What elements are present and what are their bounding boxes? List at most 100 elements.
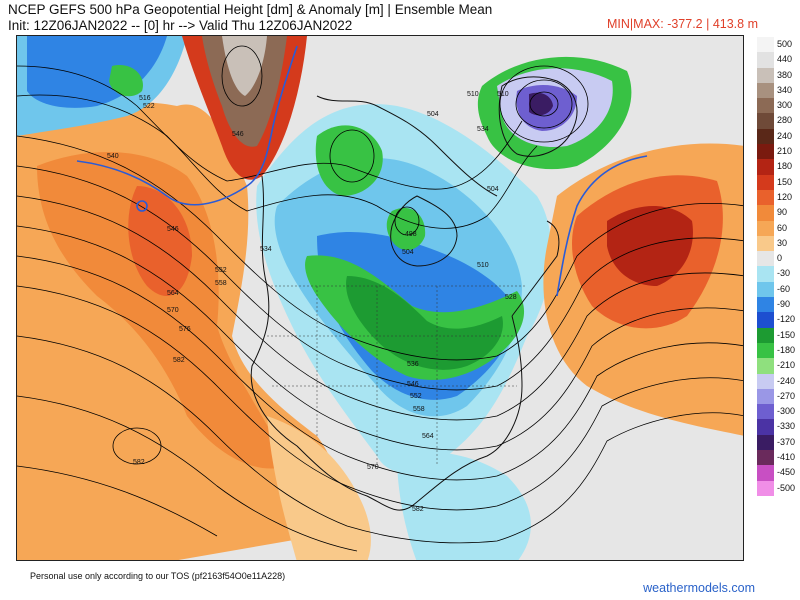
contour-label: 558 [413, 406, 425, 413]
legend-swatch: -300 [757, 404, 795, 420]
anomaly-map: 516 522 540 546 534 546 552 558 564 570 … [16, 35, 744, 561]
contour-label: 504 [427, 111, 439, 118]
legend-label: -300 [777, 406, 796, 417]
legend-label: -90 [777, 299, 791, 310]
contour-label: 510 [477, 262, 489, 269]
contour-label: 536 [407, 361, 419, 368]
contour-label: 510 [497, 91, 509, 98]
legend-label: 240 [777, 130, 793, 141]
contour-label: 552 [215, 267, 227, 274]
legend-label: -270 [777, 390, 796, 401]
great-lakes-deep-green [346, 276, 503, 370]
hudson-bay-green-low [386, 207, 426, 251]
contour-label: 528 [505, 294, 517, 301]
key-contours [76, 45, 648, 297]
legend-swatch: 30 [757, 235, 787, 252]
legend-label: 440 [777, 54, 793, 65]
contour-label: 504 [487, 186, 499, 193]
height-contours [17, 45, 743, 552]
legend-label: 500 [777, 39, 793, 49]
legend-swatch: 340 [757, 82, 792, 99]
legend-swatch: -410 [757, 450, 795, 466]
contour-label: 564 [422, 433, 434, 440]
legend-label: 380 [777, 69, 793, 80]
legend-swatch: -150 [757, 327, 795, 343]
legend-swatch: -30 [757, 266, 790, 282]
nw-negative-core [27, 36, 167, 108]
borders [267, 285, 527, 466]
contour-label: 570 [167, 307, 179, 314]
title-line-1: NCEP GEFS 500 hPa Geopotential Height [d… [8, 2, 493, 17]
legend-swatch: -500 [757, 480, 795, 496]
legend-swatch: -210 [757, 358, 795, 374]
contour-label: 540 [107, 153, 119, 160]
contour-label: 534 [477, 126, 489, 133]
contour-label: 564 [167, 290, 179, 297]
contour-label: 546 [407, 381, 419, 388]
contour-label: 546 [167, 226, 179, 233]
legend-swatch: -270 [757, 388, 795, 405]
contour-label: 504 [402, 249, 414, 256]
legend-label: 150 [777, 176, 793, 187]
brand-link[interactable]: weathermodels.com [643, 581, 755, 595]
legend-label: 340 [777, 84, 793, 95]
legend-swatch: -60 [757, 281, 790, 298]
legend-swatch: 440 [757, 52, 792, 68]
legend-swatch: 300 [757, 98, 792, 114]
legend-swatch: -90 [757, 297, 790, 313]
legend-label: -370 [777, 436, 796, 447]
contour-label: 516 [139, 95, 151, 102]
contour-label: 534 [260, 246, 272, 253]
legend-label: 0 [777, 253, 783, 264]
legend-swatch: 90 [757, 205, 787, 221]
alaska-ridge-peak [222, 36, 267, 96]
contour-label: 576 [179, 326, 191, 333]
legend-swatch: 150 [757, 174, 792, 190]
legend-label: -120 [777, 314, 796, 325]
legend-swatch: 60 [757, 220, 787, 236]
contour-label: 582 [173, 357, 185, 364]
contour-label: 510 [467, 91, 479, 98]
legend-swatch: -240 [757, 373, 795, 389]
legend-swatch: -370 [757, 434, 795, 451]
tos-notice: Personal use only according to our TOS (… [30, 571, 286, 581]
legend-swatch: -330 [757, 419, 795, 435]
color-legend: 500 440 380 340 300 280 240 210 180 150 120 90 60 30 0… [757, 37, 795, 496]
legend-label: -60 [777, 283, 791, 294]
minmax-readout: MIN|MAX: -377.2 | 413.8 m [607, 17, 758, 31]
contour-label: 546 [232, 131, 244, 138]
contour-label: 582 [412, 506, 424, 513]
legend-label: -410 [777, 452, 796, 463]
contour-label: 498 [405, 231, 417, 238]
chart-title: NCEP GEFS 500 hPa Geopotential Height [d… [8, 2, 492, 34]
legend-swatch: 380 [757, 67, 792, 83]
legend-label: -30 [777, 268, 791, 279]
legend-label: 120 [777, 191, 793, 202]
contour-label: 582 [133, 459, 145, 466]
legend-swatch: 280 [757, 113, 792, 129]
legend-swatch: 0 [757, 251, 782, 267]
contour-label: 558 [215, 280, 227, 287]
nw-green-low [109, 65, 143, 97]
contour-label: 522 [143, 103, 155, 110]
title-line-2: Init: 12Z06JAN2022 -- [0] hr --> Valid T… [8, 18, 353, 33]
legend-swatch: -180 [757, 342, 795, 359]
legend-swatch: 180 [757, 159, 792, 175]
legend-swatch: 210 [757, 144, 792, 160]
atlantic-deep-core [607, 206, 693, 286]
gulf-negative-anomaly [397, 452, 531, 560]
legend-label: -450 [777, 467, 796, 478]
map-canvas: 516 522 540 546 534 546 552 558 564 570 … [17, 36, 743, 560]
contour-label: 552 [410, 393, 422, 400]
legend-label: 180 [777, 161, 793, 172]
legend-swatch: 240 [757, 128, 792, 145]
legend-swatch: -120 [757, 312, 795, 328]
legend-label: 280 [777, 115, 793, 126]
legend-label: -150 [777, 329, 796, 340]
legend-label: 90 [777, 207, 788, 218]
contour-label: 570 [367, 464, 379, 471]
legend-swatch: 500 [757, 37, 792, 53]
legend-label: 300 [777, 100, 793, 111]
legend-swatch: 120 [757, 189, 792, 206]
pacific-stronger-anomaly [37, 152, 287, 469]
